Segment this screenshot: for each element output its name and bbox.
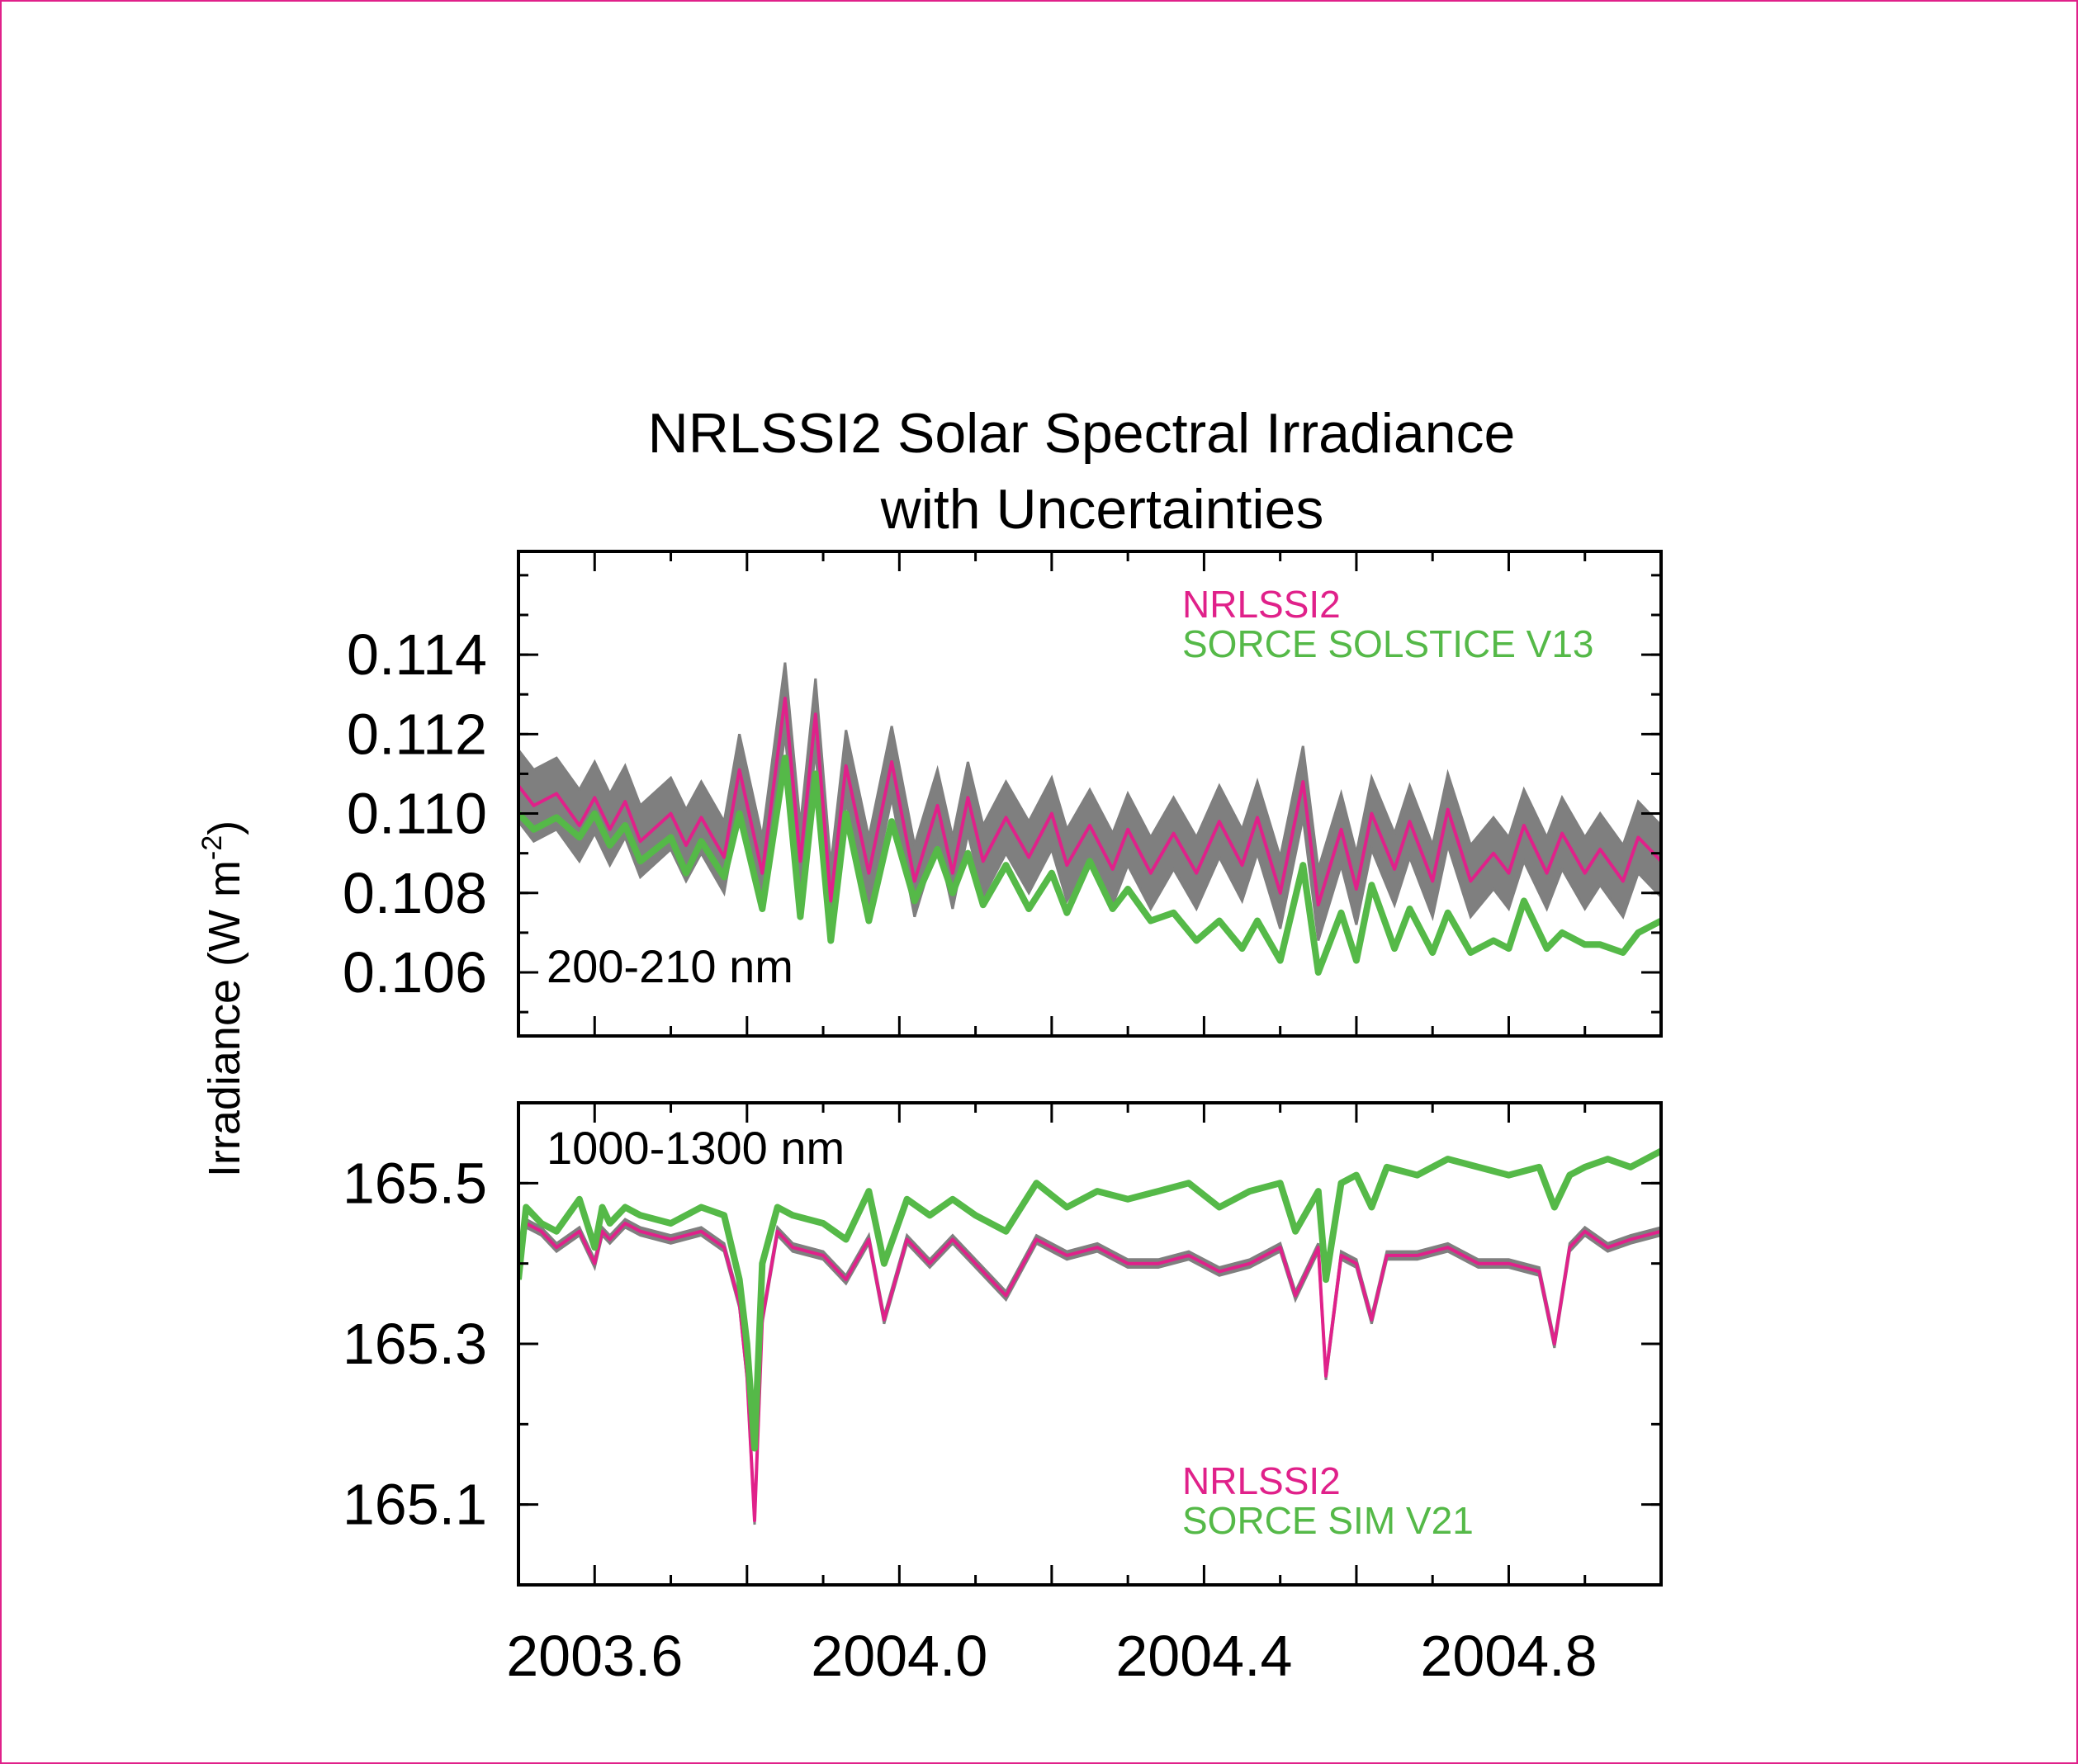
series-line-nrlssi2 (518, 1222, 1661, 1523)
series-line-nrlssi2 (518, 697, 1661, 907)
uncertainty-band (518, 1217, 1661, 1525)
band-label: 1000-1300 nm (547, 1122, 845, 1174)
y-tick-label: 0.110 (347, 782, 487, 846)
y-tick-label: 0.106 (343, 940, 487, 1005)
x-tick-label: 2004.0 (811, 1624, 987, 1688)
axes-frame (517, 1101, 1663, 1587)
legend-nrlssi2: NRLSSI2 (1182, 583, 1341, 626)
y-tick-label: 0.108 (343, 861, 487, 925)
panel-top: 0.114 0.112 0.110 0.108 0.106 200-210 nm NRLSS… (343, 550, 1663, 1038)
axes-frame (517, 550, 1663, 1038)
y-tick-label: 0.112 (347, 702, 487, 766)
band-label: 200-210 nm (547, 940, 793, 992)
y-axis-label: Irradiance (W m-2) (196, 821, 249, 1177)
x-tick-label: 2004.8 (1420, 1624, 1597, 1688)
y-tick-label: 165.1 (343, 1473, 487, 1537)
plot-area (518, 1147, 1661, 1525)
plot-area (518, 662, 1661, 976)
chart-title-line2: with Uncertainties (880, 478, 1324, 541)
series-line-sorce (518, 754, 1661, 976)
legend-nrlssi2: NRLSSI2 (1182, 1459, 1341, 1502)
x-tick-label: 2003.6 (506, 1624, 683, 1688)
y-tick-label: 165.3 (343, 1312, 487, 1376)
chart-title-line1: NRLSSI2 Solar Spectral Irradiance (648, 402, 1516, 465)
legend-sorce: SORCE SIM V21 (1182, 1499, 1474, 1542)
x-tick-label: 2004.4 (1115, 1624, 1292, 1688)
y-tick-label: 0.114 (347, 622, 487, 687)
uncertainty-band (518, 662, 1661, 941)
x-tick-labels: 2003.6 2004.0 2004.4 2004.8 (506, 1624, 1597, 1688)
y-tick-label: 165.5 (343, 1151, 487, 1215)
panel-bottom: 165.5 165.3 165.1 1000-1300 nm NRLSSI2SORCE … (343, 1101, 1663, 1587)
legend-sorce: SORCE SOLSTICE V13 (1182, 622, 1594, 665)
series-line-sorce (518, 1147, 1661, 1452)
